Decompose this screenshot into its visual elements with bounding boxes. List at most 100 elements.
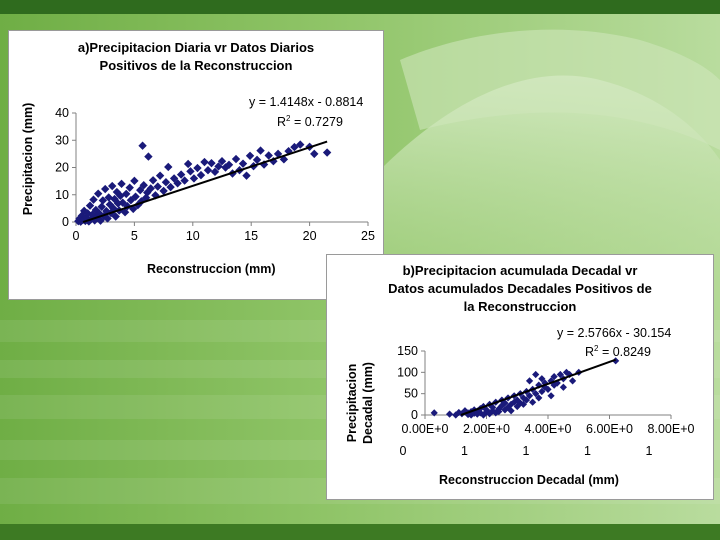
y-tick-label: 0 <box>411 408 418 422</box>
x-tick-label: 20 <box>303 229 317 243</box>
data-point <box>98 196 108 205</box>
trendline <box>82 140 328 224</box>
data-point <box>155 171 165 180</box>
data-point <box>105 200 115 209</box>
chart-b-plot: 0501001500.00E+002.00E+014.00E+016.00E+0… <box>397 344 695 458</box>
data-point <box>203 166 213 175</box>
data-point <box>125 183 134 192</box>
data-point <box>164 162 173 172</box>
r2-prefix: R <box>277 115 287 130</box>
data-point <box>113 199 123 208</box>
data-point <box>221 163 230 172</box>
r2-prefix: R <box>585 345 595 360</box>
x-tick-label: 25 <box>361 229 375 243</box>
x-tick-label-line2: 1 <box>584 444 591 458</box>
data-point <box>224 160 234 169</box>
chart-a-r-squared: R2 = 0.7279 <box>277 114 343 129</box>
data-point <box>159 186 168 196</box>
data-point <box>256 146 265 155</box>
data-point <box>559 383 567 391</box>
data-point <box>322 148 332 157</box>
data-point <box>189 174 199 183</box>
x-tick-label: 5 <box>131 229 138 243</box>
data-point <box>193 163 202 173</box>
data-point <box>117 179 126 189</box>
data-point <box>553 379 561 387</box>
data-point <box>93 189 103 198</box>
x-tick-label: 8.00E+0 <box>648 422 695 436</box>
chart-panel-b: 0 50 100 150 0.00E+0 0 2.00E+0 1 4.00E+0 1 6.00E+0… <box>326 254 714 500</box>
data-point <box>446 410 454 418</box>
data-point <box>111 212 120 221</box>
chart-b-title-line: la Reconstruccion <box>463 299 577 314</box>
data-point <box>200 157 209 167</box>
data-point <box>85 201 95 210</box>
data-point <box>238 159 248 168</box>
data-point <box>136 185 145 195</box>
data-point <box>217 157 227 166</box>
data-point <box>112 187 122 197</box>
data-point <box>538 375 546 383</box>
y-tick-label: 50 <box>404 387 418 401</box>
data-point <box>109 204 118 213</box>
data-point <box>231 154 241 164</box>
x-tick-label-line2: 1 <box>523 444 530 458</box>
data-point <box>139 181 148 190</box>
top-bar <box>0 0 720 14</box>
chart-b-x-axis-label: Reconstruccion Decadal (mm) <box>439 473 619 487</box>
x-tick-label: 2.00E+0 <box>463 422 510 436</box>
data-point <box>146 184 155 193</box>
data-point <box>104 193 113 202</box>
data-point <box>196 170 206 180</box>
r2-value: = 0.8249 <box>598 345 651 360</box>
x-tick-label: 10 <box>186 229 200 243</box>
chart-b-equation: y = 2.5766x - 30.154 <box>557 326 672 340</box>
data-point <box>161 178 171 187</box>
x-tick-label-line2: 0 <box>400 444 407 458</box>
data-point <box>138 141 147 150</box>
data-point <box>252 155 262 165</box>
chart-b-y-label-line: Decadal (mm) <box>361 362 375 444</box>
data-point <box>310 149 319 159</box>
y-tick-label: 40 <box>55 106 69 120</box>
r2-value: = 0.7279 <box>290 115 343 130</box>
x-tick-label-line2: 1 <box>461 444 468 458</box>
data-point <box>166 182 175 192</box>
chart-b-title-line: Datos acumulados Decadales Positivos de <box>388 281 652 296</box>
chart-b-title-line: b)Precipitacion acumulada Decadal vr <box>402 263 638 278</box>
data-point <box>183 159 193 169</box>
chart-a-title: a)Precipitacion Diaria vr Datos Diarios … <box>9 39 383 75</box>
data-point <box>214 162 223 171</box>
chart-b-y-label-line: Precipitacion <box>345 363 359 443</box>
data-point <box>612 357 620 365</box>
x-tick-label: 0.00E+0 <box>402 422 449 436</box>
trendline <box>460 358 616 416</box>
y-tick-label: 0 <box>62 215 69 229</box>
data-point <box>131 192 140 201</box>
data-point <box>245 151 255 160</box>
data-point <box>173 179 182 188</box>
data-point <box>242 171 251 180</box>
chart-a-title-line: a)Precipitacion Diaria vr Datos Diarios <box>77 40 315 55</box>
chart-a-title-line: Positivos de la Reconstruccion <box>99 58 293 73</box>
x-tick-label: 15 <box>244 229 258 243</box>
x-tick-label-line2: 1 <box>646 444 653 458</box>
data-point <box>501 406 509 414</box>
data-point <box>176 170 186 179</box>
data-point <box>501 399 509 407</box>
data-point <box>120 207 130 217</box>
data-point <box>495 407 503 416</box>
x-tick-label: 4.00E+0 <box>525 422 572 436</box>
hill-shape <box>400 29 720 150</box>
data-point <box>103 214 112 223</box>
data-point <box>569 377 577 385</box>
chart-b-y-axis-label: Precipitacion Decadal (mm) <box>344 348 376 458</box>
data-point <box>148 176 158 185</box>
data-point <box>118 198 127 207</box>
data-point <box>169 174 179 183</box>
data-point <box>144 152 153 161</box>
y-tick-label: 100 <box>397 365 418 379</box>
chart-a-x-axis-label: Reconstruccion (mm) <box>147 262 276 276</box>
data-point <box>83 209 92 218</box>
chart-b-title: b)Precipitacion acumulada Decadal vr Dat… <box>327 262 713 316</box>
